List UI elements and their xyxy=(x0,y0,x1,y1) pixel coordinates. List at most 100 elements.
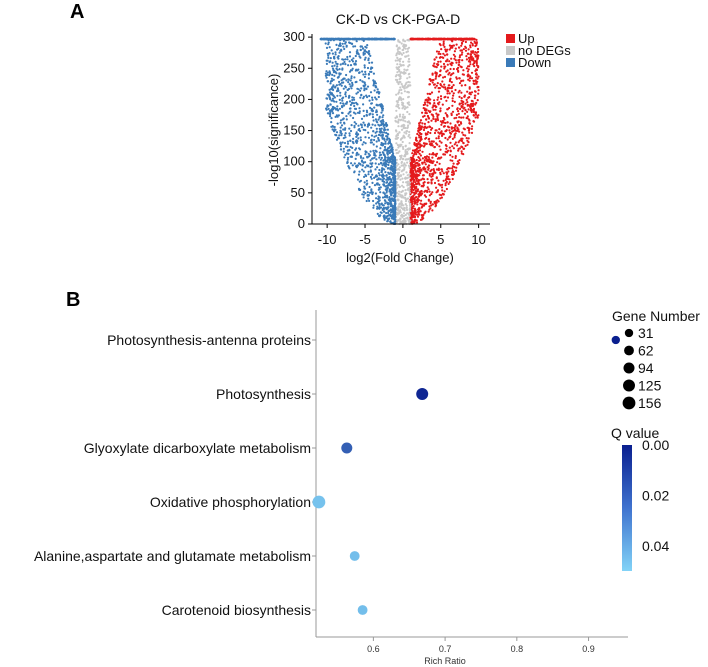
volcano-point-no-degs xyxy=(401,137,404,140)
volcano-point-down xyxy=(338,107,341,110)
volcano-point-down xyxy=(375,182,378,185)
volcano-point-up xyxy=(469,63,472,66)
volcano-point-up xyxy=(427,96,430,99)
volcano-point-up xyxy=(470,108,474,112)
volcano-point-up xyxy=(425,189,429,192)
volcano-point-up xyxy=(419,171,422,175)
volcano-point-up xyxy=(430,192,433,196)
volcano-point-down xyxy=(349,79,352,82)
volcano-point-down xyxy=(339,102,342,105)
volcano-point-up xyxy=(455,116,458,119)
volcano-point-no-degs xyxy=(398,89,401,92)
volcano-point-down xyxy=(374,131,377,134)
volcano-point-down xyxy=(334,53,337,56)
volcano-point-up xyxy=(477,50,480,54)
volcano-point-no-degs xyxy=(403,162,406,165)
volcano-point-down xyxy=(394,185,397,188)
volcano-point-up xyxy=(470,91,474,94)
volcano-point-down xyxy=(364,166,367,169)
volcano-point-up xyxy=(421,174,425,177)
volcano-point-up xyxy=(470,41,473,44)
volcano-point-up xyxy=(466,103,469,106)
volcano-point-no-degs xyxy=(398,193,401,196)
volcano-point-down xyxy=(344,41,347,44)
volcano-point-down xyxy=(326,97,329,100)
volcano-point-down xyxy=(331,67,335,70)
volcano-cap-point-up xyxy=(457,37,461,41)
volcano-point-down xyxy=(338,51,341,54)
volcano-point-up xyxy=(460,99,463,102)
volcano-point-down xyxy=(374,124,377,127)
volcano-point-down xyxy=(385,211,388,215)
volcano-point-down xyxy=(380,111,383,114)
volcano-point-down xyxy=(383,138,386,141)
volcano-point-up xyxy=(444,184,447,187)
volcano-point-down xyxy=(362,196,365,199)
volcano-point-down xyxy=(348,41,351,44)
volcano-point-up xyxy=(413,198,416,202)
volcano-point-down xyxy=(366,156,369,159)
volcano-point-up xyxy=(418,152,421,155)
enrichment-point xyxy=(357,605,368,615)
volcano-point-down xyxy=(327,54,330,57)
volcano-cap-point-up xyxy=(467,37,471,41)
volcano-point-down xyxy=(372,206,375,209)
volcano-point-up xyxy=(418,136,421,139)
volcano-point-up xyxy=(460,44,463,47)
volcano-point-up xyxy=(442,76,445,79)
volcano-point-down xyxy=(375,127,378,130)
volcano-point-up xyxy=(434,120,437,123)
volcano-point-up xyxy=(466,101,469,104)
volcano-point-down xyxy=(371,116,375,119)
volcano-point-up xyxy=(442,62,446,66)
volcano-point-up xyxy=(437,131,440,134)
volcano-point-up xyxy=(416,175,419,178)
volcano-point-down xyxy=(357,153,360,156)
volcano-point-up xyxy=(451,167,454,170)
volcano-point-down xyxy=(388,214,391,217)
volcano-point-up xyxy=(465,55,468,58)
volcano-point-up xyxy=(462,69,465,72)
volcano-point-up xyxy=(432,115,435,118)
volcano-point-down xyxy=(389,220,392,223)
volcano-point-up xyxy=(465,98,468,101)
volcano-point-down xyxy=(388,217,391,220)
volcano-point-up xyxy=(417,127,420,130)
volcano-point-down xyxy=(384,156,387,159)
volcano-point-up xyxy=(471,125,474,128)
volcano-point-no-degs xyxy=(408,76,411,79)
volcano-point-no-degs xyxy=(405,206,408,209)
volcano-point-down xyxy=(351,151,354,154)
volcano-point-no-degs xyxy=(406,85,409,88)
volcano-point-up xyxy=(414,169,417,172)
volcano-point-down xyxy=(370,70,373,73)
volcano-point-up xyxy=(454,59,457,62)
volcano-point-down xyxy=(387,210,390,213)
volcano-point-up xyxy=(428,153,431,156)
volcano-point-no-degs xyxy=(396,212,399,215)
volcano-point-up xyxy=(413,210,416,213)
enrichment-x-ticks: 0.6 0.7 0.8 0.9 xyxy=(367,637,595,654)
volcano-point-up xyxy=(460,152,463,155)
volcano-point-up xyxy=(413,215,416,218)
volcano-point-no-degs xyxy=(402,208,406,211)
volcano-point-down xyxy=(386,196,389,199)
volcano-point-down xyxy=(374,149,377,152)
volcano-point-up xyxy=(457,63,460,67)
volcano-point-no-degs xyxy=(397,40,400,43)
volcano-point-up xyxy=(439,109,442,112)
volcano-point-down xyxy=(368,199,371,202)
volcano-point-down xyxy=(358,180,361,183)
volcano-point-up xyxy=(451,62,454,65)
volcano-point-no-degs xyxy=(402,113,405,116)
volcano-point-no-degs xyxy=(406,217,409,220)
volcano-point-no-degs xyxy=(407,54,410,57)
volcano-point-up xyxy=(426,178,429,181)
volcano-point-up xyxy=(476,57,479,60)
volcano-point-down xyxy=(357,173,361,176)
volcano-point-up xyxy=(452,84,455,87)
volcano-point-down xyxy=(383,168,386,171)
volcano-point-down xyxy=(356,49,359,52)
volcano-point-down xyxy=(356,134,359,137)
volcano-point-down xyxy=(341,42,344,45)
